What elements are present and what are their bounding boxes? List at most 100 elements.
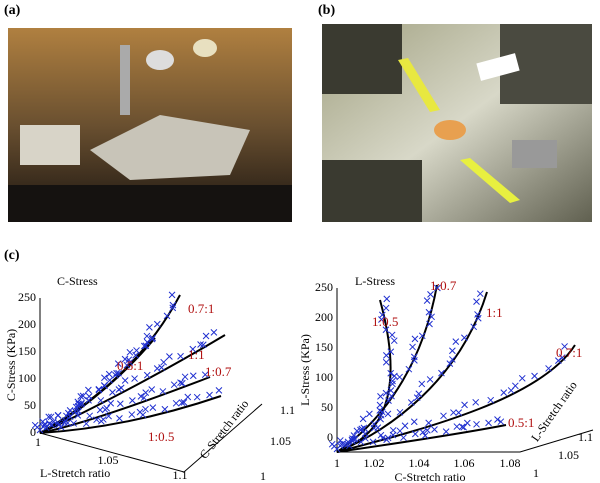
tick-label: 50 [24, 398, 36, 412]
curve-label: 1:1 [188, 347, 205, 362]
marker [376, 401, 384, 409]
marker [215, 387, 223, 394]
tick-label: 50 [321, 400, 333, 414]
marker [109, 389, 116, 396]
marker [382, 326, 390, 334]
marker [382, 358, 390, 366]
marker [41, 422, 48, 429]
marker [184, 393, 192, 401]
marker [128, 411, 136, 418]
marker [427, 290, 434, 298]
marker [405, 365, 413, 373]
marker [407, 399, 415, 406]
tick-label: 100 [315, 370, 333, 384]
marker [378, 311, 386, 319]
marker [545, 365, 552, 372]
marker [561, 343, 568, 350]
marker [112, 371, 119, 379]
marker [149, 404, 157, 411]
marker [362, 435, 369, 442]
marker [161, 405, 169, 413]
tick-label: 0 [30, 425, 36, 439]
marker [95, 386, 103, 394]
tick-label: 150 [18, 344, 36, 358]
marker [72, 403, 80, 411]
panel-label: (c) [4, 248, 20, 263]
marker [133, 347, 140, 354]
tick-label: 1 [533, 466, 539, 480]
marker [177, 352, 184, 360]
axis-label: L-Stress (KPa) [298, 334, 312, 406]
marker [113, 369, 120, 377]
marker [85, 393, 93, 400]
marker [366, 410, 373, 418]
marker [377, 393, 384, 400]
marker [382, 304, 390, 312]
marker [129, 397, 136, 404]
marker [172, 399, 180, 407]
marker [206, 391, 213, 399]
tick-label: 1.08 [500, 456, 521, 470]
marker [85, 386, 92, 394]
marker [485, 419, 492, 427]
marker [54, 412, 62, 419]
marker [79, 392, 87, 400]
marker [131, 375, 138, 382]
marker [70, 420, 78, 427]
marker [178, 379, 186, 387]
marker [149, 334, 157, 342]
marker [54, 419, 62, 427]
marker [82, 420, 90, 428]
marker [391, 372, 398, 380]
panel-label: (b) [318, 3, 335, 18]
marker [140, 342, 148, 350]
marker [46, 420, 53, 427]
marker [413, 394, 421, 401]
data-markers [328, 284, 568, 453]
plot-title: L-Stress [355, 274, 395, 288]
marker [86, 412, 94, 420]
marker [57, 423, 65, 431]
marker [387, 348, 395, 356]
marker [487, 396, 495, 404]
marker [116, 400, 124, 408]
marker [440, 412, 447, 420]
tick-label: 1.1 [173, 468, 188, 482]
axis-label: L-Stretch ratio [528, 378, 580, 444]
marker [93, 416, 100, 424]
marker [358, 425, 366, 433]
curve-label: 0.7:1 [188, 301, 214, 316]
marker [345, 442, 353, 450]
marker [473, 298, 480, 305]
marker [473, 420, 480, 428]
data-markers [31, 291, 223, 434]
marker [189, 372, 197, 380]
marker [126, 348, 134, 356]
marker [105, 412, 112, 420]
tick-label: 200 [18, 317, 36, 331]
marker [497, 418, 505, 426]
marker [377, 415, 384, 423]
marker [163, 312, 171, 320]
marker [359, 415, 367, 423]
marker [47, 413, 55, 421]
tick-label: 1.06 [454, 456, 475, 470]
marker [376, 407, 384, 414]
marker [426, 376, 434, 383]
marker [168, 291, 176, 299]
marker [193, 393, 201, 401]
marker [142, 342, 150, 350]
marker [434, 284, 441, 292]
marker [349, 437, 356, 445]
marker [425, 419, 433, 427]
marker [411, 335, 419, 343]
marker [178, 399, 186, 406]
marker [99, 416, 107, 423]
marker [125, 356, 133, 364]
marker [472, 398, 480, 406]
marker [374, 424, 382, 431]
marker [177, 379, 184, 386]
plot-title: C-Stress [57, 274, 98, 288]
marker [418, 332, 426, 340]
marker [388, 392, 395, 400]
